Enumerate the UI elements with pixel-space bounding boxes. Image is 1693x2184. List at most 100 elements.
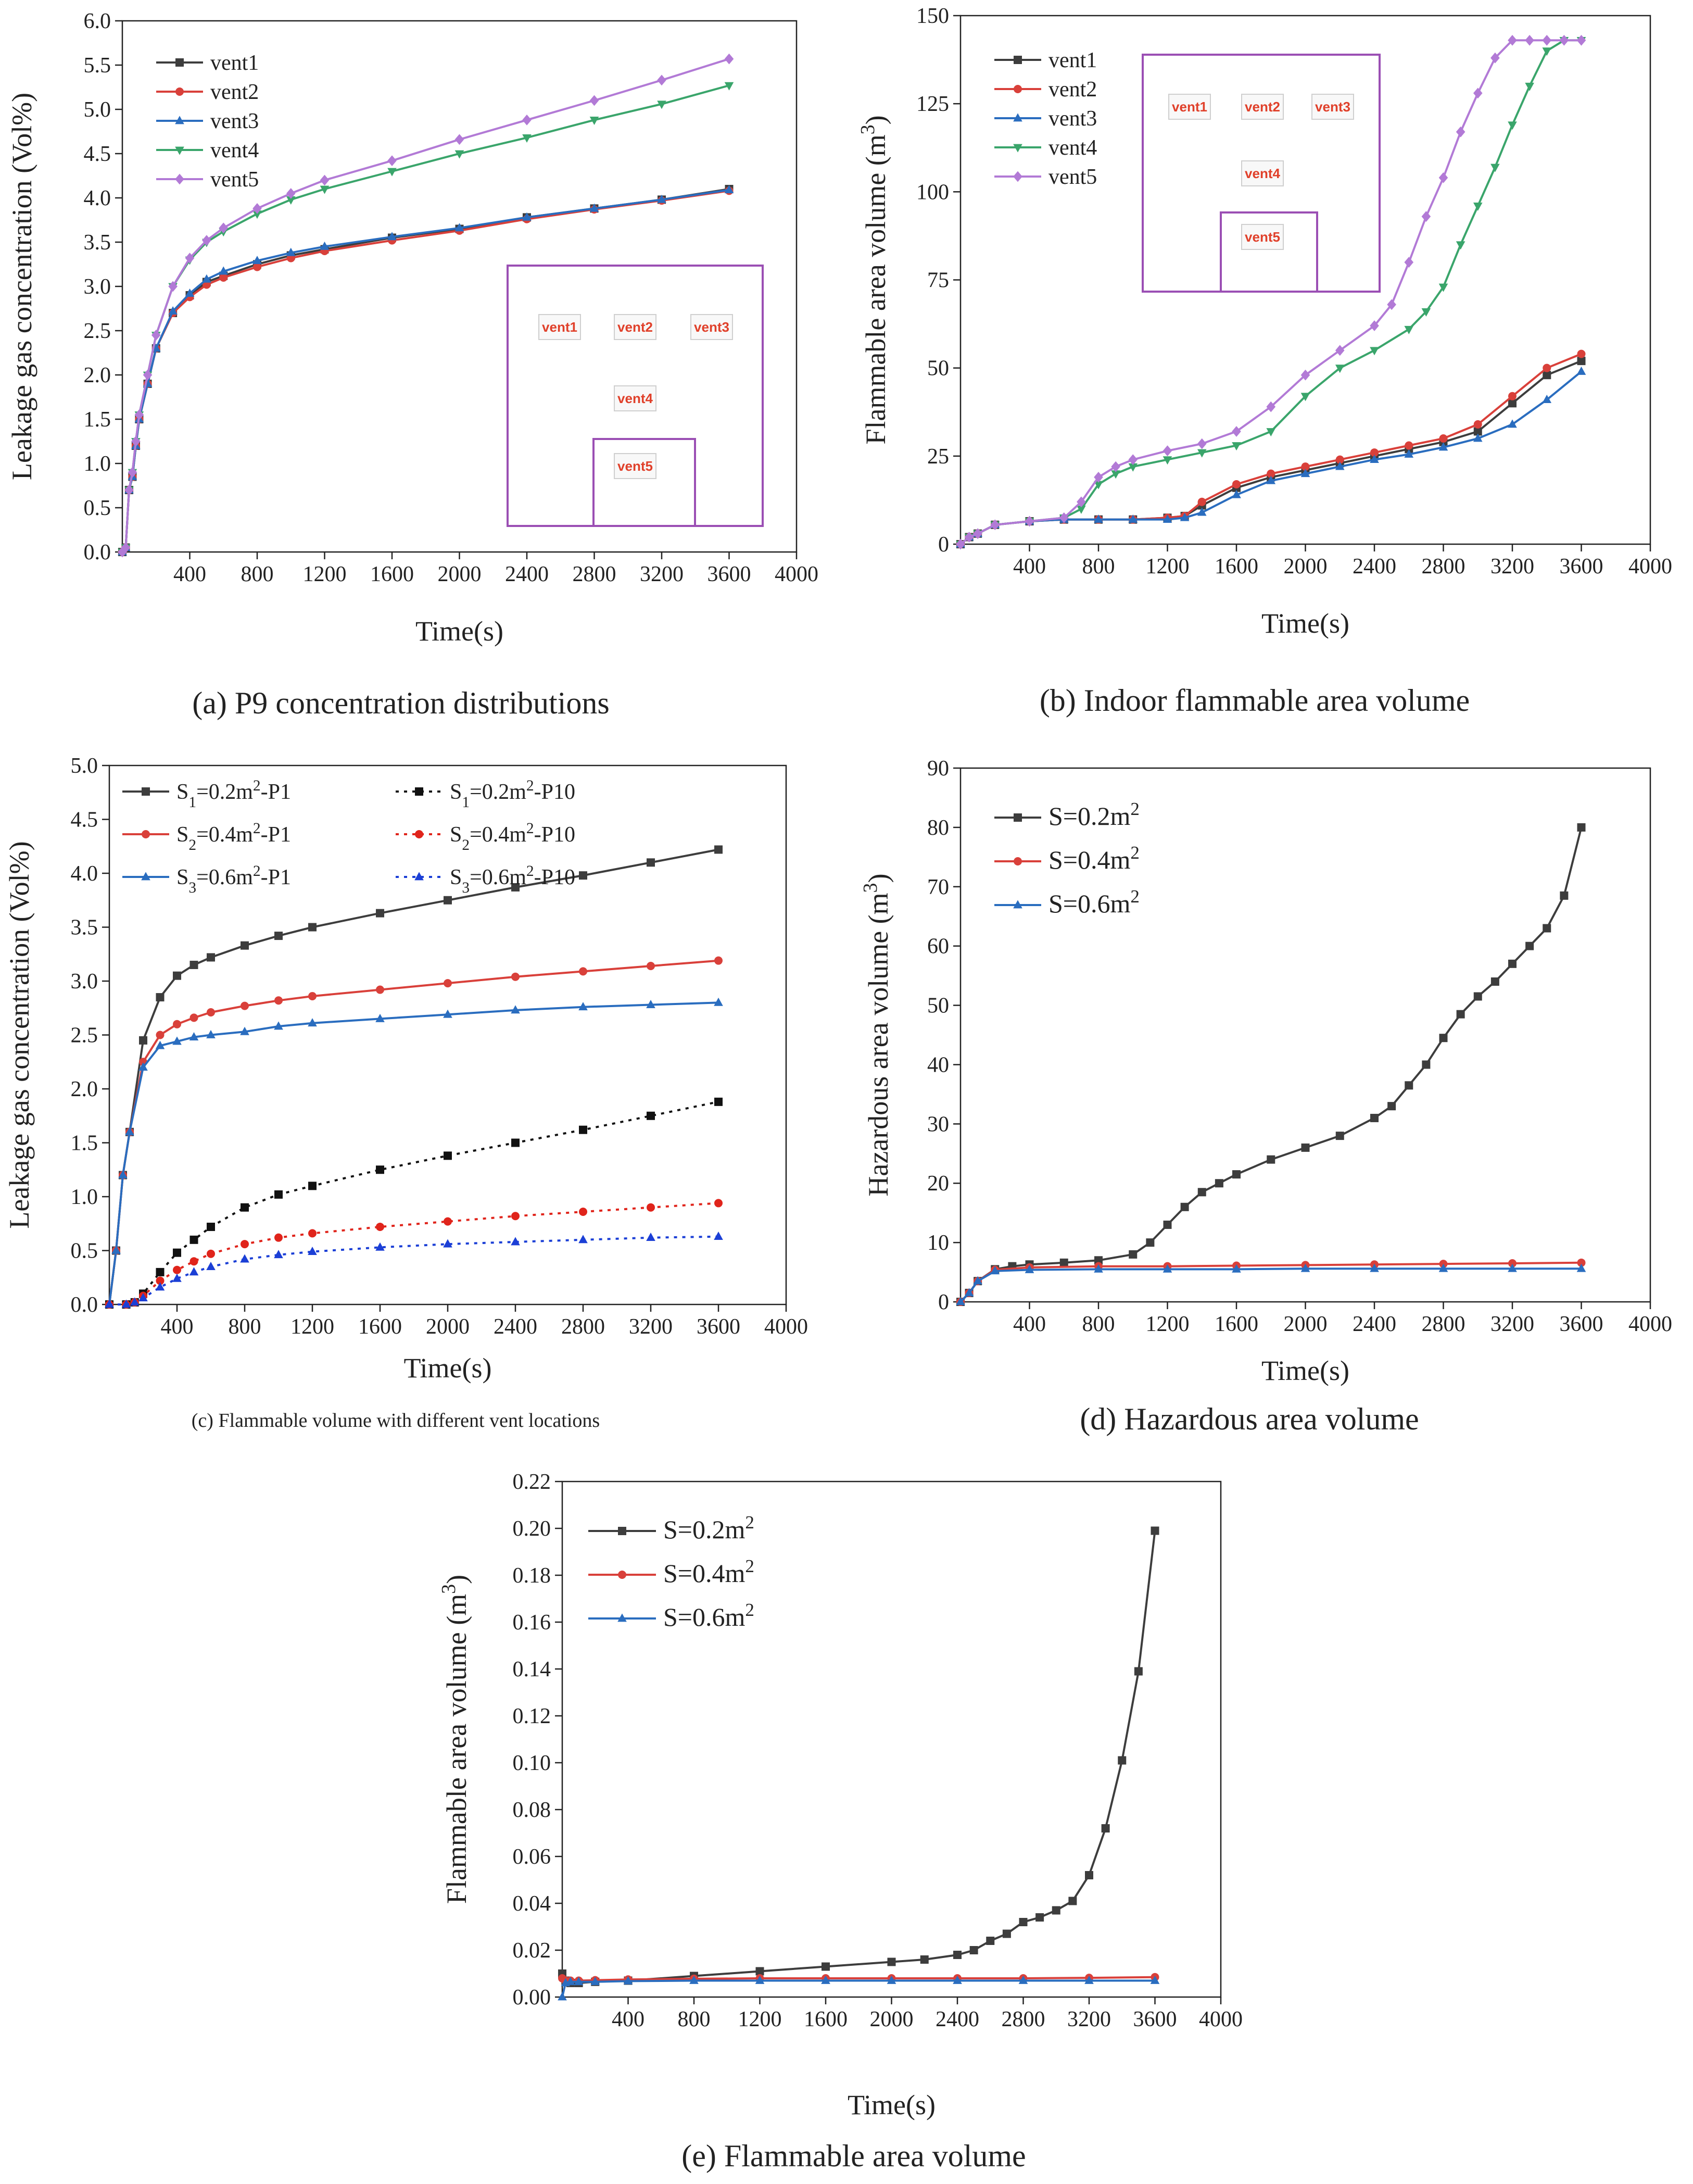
data-point-S=0.2m2 bbox=[1094, 1256, 1103, 1265]
y-tick-label: 0 bbox=[938, 1290, 949, 1314]
legend-marker-vent1 bbox=[175, 58, 184, 67]
data-point-vent4 bbox=[286, 196, 296, 205]
data-point-S=0.6m2 bbox=[956, 1297, 965, 1306]
data-point-vent5 bbox=[202, 235, 211, 246]
y-tick-label: 0.12 bbox=[513, 1704, 551, 1728]
data-point-vent3 bbox=[202, 274, 211, 283]
data-point-vent2 bbox=[1197, 497, 1206, 506]
data-point-S=0.6m2 bbox=[964, 1288, 974, 1297]
data-point-vent4 bbox=[387, 168, 397, 177]
data-point-S=0.2m2 bbox=[1232, 1170, 1241, 1179]
data-point-S=0.2m2 bbox=[1059, 1258, 1068, 1267]
data-point-vent5 bbox=[1473, 87, 1483, 99]
data-point-S1=0.2m2-P1 bbox=[444, 896, 452, 905]
data-point-S=0.6m2 bbox=[1163, 1264, 1172, 1273]
data-point-S1=0.2m2-P1 bbox=[376, 909, 384, 918]
data-point-vent5 bbox=[1508, 34, 1517, 46]
data-point-vent5 bbox=[990, 519, 1000, 531]
vent-label-4: vent4 bbox=[1245, 166, 1280, 181]
legend-label-S2=0.4m2-P10: S2=0.4m2-P10 bbox=[450, 820, 575, 853]
data-point-S3=0.6m2-P1 bbox=[172, 1036, 182, 1045]
y-axis-label: Leakage gas concentration (Vol%) bbox=[6, 93, 37, 480]
y-tick-label: 150 bbox=[916, 4, 949, 28]
data-point-vent3 bbox=[724, 185, 734, 194]
x-axis-label: Time(s) bbox=[415, 616, 503, 647]
data-point-vent5 bbox=[454, 134, 464, 145]
data-point-S=0.6m2 bbox=[953, 1975, 962, 1984]
legend-label-vent2: vent2 bbox=[1048, 78, 1097, 102]
data-point-vent2 bbox=[1439, 434, 1448, 443]
series-line-vent2 bbox=[121, 190, 729, 553]
y-tick-label: 0.02 bbox=[513, 1939, 551, 1963]
data-point-S=0.6m2 bbox=[1025, 1264, 1034, 1273]
legend-label-vent3: vent3 bbox=[210, 109, 259, 133]
data-point-S3=0.6m2-P1 bbox=[240, 1026, 249, 1035]
data-point-S3=0.6m2-P1 bbox=[118, 1170, 128, 1178]
y-tick-label: 100 bbox=[916, 180, 949, 204]
data-point-vent5 bbox=[589, 95, 599, 106]
y-tick-label: 20 bbox=[927, 1172, 949, 1196]
data-point-S3=0.6m2-P1 bbox=[443, 1009, 452, 1018]
legend-marker-S=0.4m2 bbox=[618, 1571, 626, 1579]
data-point-S=0.2m2 bbox=[1118, 1756, 1127, 1765]
y-tick-label: 4.5 bbox=[84, 142, 111, 166]
y-tick-label: 3.5 bbox=[84, 231, 111, 255]
data-point-vent2 bbox=[1267, 469, 1275, 478]
data-point-S=0.2m2 bbox=[1301, 1143, 1310, 1152]
data-point-S=0.2m2 bbox=[1405, 1081, 1413, 1090]
data-point-vent2 bbox=[1232, 480, 1241, 488]
data-point-vent2 bbox=[1370, 448, 1379, 457]
legend-marker-S=0.2m2 bbox=[618, 1527, 626, 1535]
data-point-S=0.2m2 bbox=[953, 1951, 962, 1959]
data-point-S3=0.6m2-P1 bbox=[274, 1021, 283, 1030]
data-point-S=0.2m2 bbox=[1525, 942, 1534, 950]
data-point-S3=0.6m2-P10 bbox=[138, 1292, 148, 1301]
chart-b: 400 800 1200 1600 2000 2400 2800 3200 3600 4000 0 2… bbox=[857, 4, 1672, 718]
data-point-S3=0.6m2-P1 bbox=[206, 1030, 216, 1038]
x-tick-label: 1200 bbox=[1146, 555, 1190, 579]
data-point-vent4 bbox=[1300, 393, 1310, 401]
data-point-vent4 bbox=[1370, 347, 1379, 356]
legend-label-vent1: vent1 bbox=[1048, 48, 1097, 72]
y-tick-label: 6.0 bbox=[84, 9, 111, 33]
data-point-vent4 bbox=[589, 117, 599, 125]
data-point-vent3 bbox=[252, 256, 262, 265]
data-point-vent3 bbox=[1180, 512, 1190, 521]
series-line-vent2 bbox=[959, 353, 1582, 545]
data-point-S=0.2m2 bbox=[1180, 1202, 1189, 1211]
legend-label-S1=0.2m2-P1: S1=0.2m2-P1 bbox=[176, 777, 291, 811]
x-tick-label: 3200 bbox=[640, 562, 684, 586]
x-tick-label: 3200 bbox=[1067, 2007, 1111, 2031]
series-line-vent1 bbox=[121, 188, 729, 553]
data-point-S2=0.4m2-P10 bbox=[579, 1207, 587, 1216]
data-point-S=0.6m2 bbox=[1232, 1264, 1241, 1273]
data-point-vent5 bbox=[1421, 211, 1431, 222]
data-point-S3=0.6m2-P1 bbox=[646, 999, 655, 1008]
data-point-S=0.6m2 bbox=[558, 1992, 567, 2001]
data-point-S2=0.4m2-P1 bbox=[444, 979, 452, 988]
data-point-S1=0.2m2-P1 bbox=[274, 932, 283, 940]
legend-marker-S3=0.6m2-P1 bbox=[141, 872, 150, 881]
x-tick-label: 2400 bbox=[1353, 555, 1396, 579]
x-tick-label: 2800 bbox=[1002, 2007, 1045, 2031]
vent5-room bbox=[592, 438, 696, 527]
data-point-vent3 bbox=[657, 194, 666, 203]
data-point-vent5 bbox=[1197, 438, 1207, 449]
legend-marker-S=0.6m2 bbox=[617, 1613, 627, 1622]
x-tick-label: 4000 bbox=[1628, 555, 1672, 579]
data-point-S=0.2m2 bbox=[1134, 1667, 1143, 1676]
x-tick-label: 4000 bbox=[764, 1315, 808, 1339]
data-point-S=0.2m2 bbox=[1052, 1906, 1060, 1915]
data-point-vent5 bbox=[724, 53, 734, 65]
data-point-S=0.6m2 bbox=[755, 1975, 765, 1984]
data-point-vent5 bbox=[1059, 512, 1069, 523]
y-tick-label: 0.18 bbox=[513, 1564, 551, 1588]
data-point-S=0.2m2 bbox=[1560, 891, 1569, 900]
data-point-vent3 bbox=[1370, 455, 1379, 463]
data-point-S3=0.6m2-P10 bbox=[130, 1297, 140, 1306]
legend-label-vent5: vent5 bbox=[210, 168, 259, 192]
data-point-vent5 bbox=[1128, 454, 1138, 465]
vent-label-2: vent2 bbox=[1245, 99, 1280, 115]
x-tick-label: 2400 bbox=[1353, 1312, 1396, 1336]
